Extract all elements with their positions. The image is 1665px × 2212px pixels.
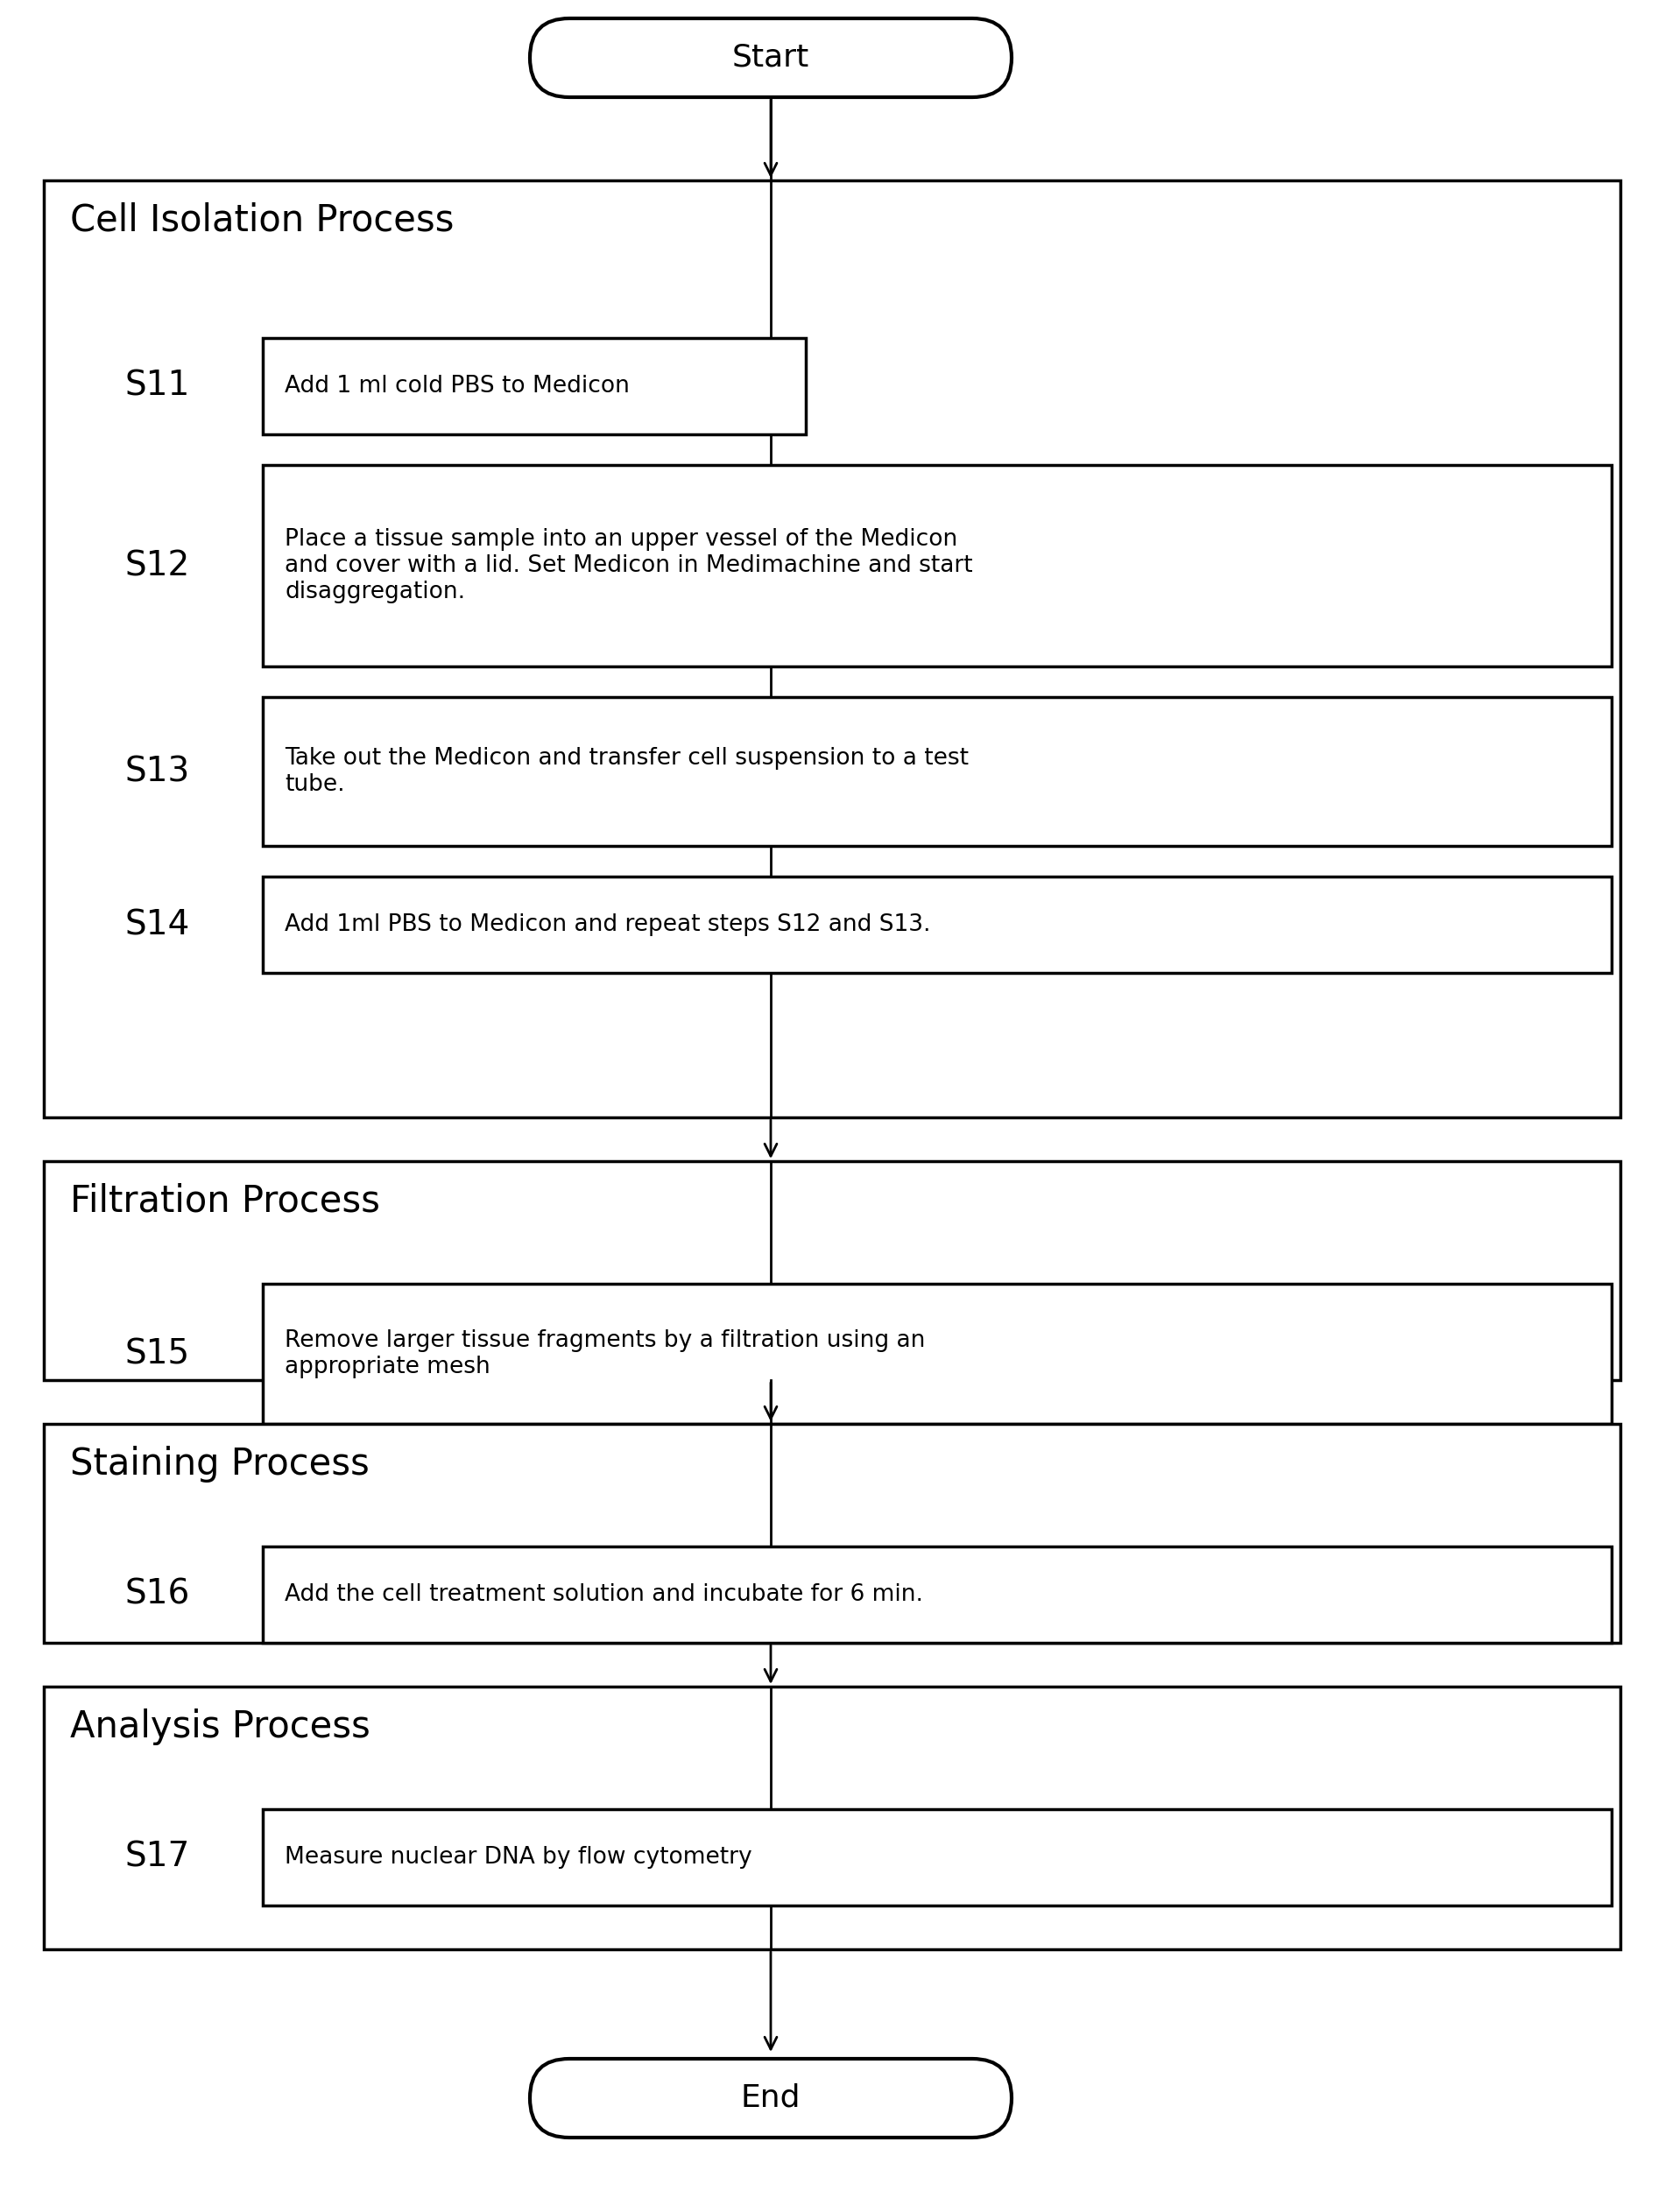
Bar (43, 1686, 1620, 1949)
Text: S13: S13 (125, 754, 190, 787)
Text: S12: S12 (125, 549, 190, 582)
Text: Add the cell treatment solution and incubate for 6 min.: Add the cell treatment solution and incu… (285, 1584, 922, 1606)
Text: Analysis Process: Analysis Process (70, 1708, 370, 1745)
Bar (43, 1161, 1620, 1380)
Bar (263, 1546, 1612, 1644)
Bar (263, 1809, 1612, 1905)
Text: S11: S11 (125, 369, 190, 403)
Text: End: End (741, 2084, 801, 2112)
Bar (43, 181, 1620, 1117)
Bar (263, 876, 1612, 973)
Text: Take out the Medicon and transfer cell suspension to a test
tube.: Take out the Medicon and transfer cell s… (285, 748, 969, 796)
Text: Add 1ml PBS to Medicon and repeat steps S12 and S13.: Add 1ml PBS to Medicon and repeat steps … (285, 914, 931, 936)
Text: Add 1 ml cold PBS to Medicon: Add 1 ml cold PBS to Medicon (285, 374, 629, 398)
Text: Filtration Process: Filtration Process (70, 1183, 380, 1219)
Text: S16: S16 (125, 1577, 190, 1610)
Bar (263, 697, 1612, 845)
Text: Start: Start (733, 42, 809, 73)
Text: S14: S14 (125, 909, 190, 942)
Text: Measure nuclear DNA by flow cytometry: Measure nuclear DNA by flow cytometry (285, 1847, 753, 1869)
Text: Remove larger tissue fragments by a filtration using an
appropriate mesh: Remove larger tissue fragments by a filt… (285, 1329, 926, 1378)
Text: Staining Process: Staining Process (70, 1447, 370, 1482)
Bar (263, 338, 806, 434)
Bar (263, 1283, 1612, 1425)
Bar (263, 465, 1612, 666)
Text: Cell Isolation Process: Cell Isolation Process (70, 201, 455, 239)
Bar (43, 1425, 1620, 1644)
Text: Place a tissue sample into an upper vessel of the Medicon
and cover with a lid. : Place a tissue sample into an upper vess… (285, 529, 972, 604)
FancyBboxPatch shape (529, 18, 1012, 97)
FancyBboxPatch shape (529, 2059, 1012, 2137)
Text: S17: S17 (125, 1840, 190, 1874)
Text: S15: S15 (125, 1338, 190, 1371)
